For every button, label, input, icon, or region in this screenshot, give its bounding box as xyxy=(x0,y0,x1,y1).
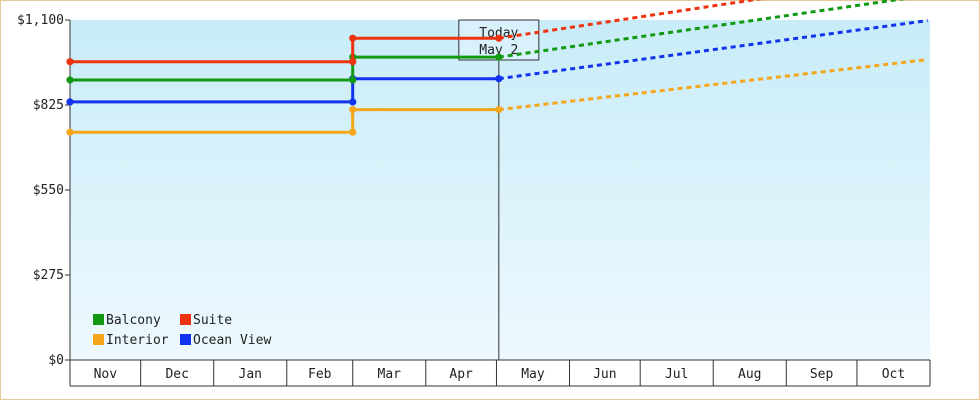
series-group xyxy=(66,0,928,136)
month-label: Sep xyxy=(810,367,834,382)
series-interior xyxy=(66,58,928,136)
month-label: Apr xyxy=(449,367,473,382)
legend-label-ocean-view: Ocean View xyxy=(193,333,271,348)
legend-swatch-suite xyxy=(180,314,191,325)
legend-item-suite: Suite xyxy=(180,313,232,328)
legend-swatch-balcony xyxy=(93,314,104,325)
data-point-interior xyxy=(349,106,357,114)
legend-swatch-interior xyxy=(93,334,104,345)
month-label: Nov xyxy=(94,367,118,382)
month-label: May xyxy=(521,367,545,382)
data-point-ocean-view xyxy=(66,98,74,106)
data-point-suite xyxy=(349,34,357,42)
data-point-interior xyxy=(66,128,74,136)
x-axis: Nov Dec Jan Feb Mar Apr May Jun Jul Aug Sep Oct xyxy=(69,359,931,387)
series-forecast-ocean-view xyxy=(498,19,928,81)
month-label: Jun xyxy=(593,367,616,382)
y-tick-label: $550 xyxy=(33,183,64,198)
series-ocean-view xyxy=(66,19,928,106)
plot-area xyxy=(70,20,930,360)
month-label: Jul xyxy=(665,367,688,382)
y-tick-label: $275 xyxy=(33,268,64,283)
month-label: Aug xyxy=(738,367,761,382)
series-line-balcony xyxy=(70,55,499,82)
legend-label-interior: Interior xyxy=(106,333,169,348)
data-point-suite xyxy=(349,58,357,66)
data-point-ocean-view xyxy=(495,75,503,83)
legend-label-balcony: Balcony xyxy=(106,313,161,328)
legend-label-suite: Suite xyxy=(193,313,232,328)
month-label: Feb xyxy=(308,367,332,382)
data-point-interior xyxy=(349,128,357,136)
legend-item-ocean-view: Ocean View xyxy=(180,333,271,348)
y-tick-label: $0 xyxy=(48,353,64,368)
series-line-interior xyxy=(70,108,499,134)
series-forecast-balcony xyxy=(498,0,906,59)
month-label: Oct xyxy=(882,367,905,382)
legend-swatch-ocean-view xyxy=(180,334,191,345)
data-point-interior xyxy=(495,106,503,114)
legend-item-balcony: Balcony xyxy=(93,313,161,328)
series-balcony xyxy=(66,0,906,84)
data-point-ocean-view xyxy=(349,98,357,106)
y-tick-label: $825 xyxy=(33,98,64,113)
data-point-suite xyxy=(66,58,74,66)
legend-item-interior: Interior xyxy=(93,333,169,348)
data-point-balcony xyxy=(349,76,357,84)
y-axis: $0 $275 $550 $825 $1,100 xyxy=(17,13,71,368)
data-point-balcony xyxy=(495,53,503,61)
series-forecast-suite xyxy=(498,0,763,40)
legend: Balcony Suite Interior Ocean View xyxy=(93,313,271,348)
series-line-suite xyxy=(70,36,499,64)
y-tick-label: $1,100 xyxy=(17,13,64,28)
month-label: Dec xyxy=(165,367,188,382)
month-label: Mar xyxy=(378,367,402,382)
month-label: Jan xyxy=(239,367,262,382)
series-suite xyxy=(66,0,763,66)
data-point-suite xyxy=(495,34,503,42)
series-line-ocean-view xyxy=(70,77,499,104)
data-point-balcony xyxy=(66,76,74,84)
